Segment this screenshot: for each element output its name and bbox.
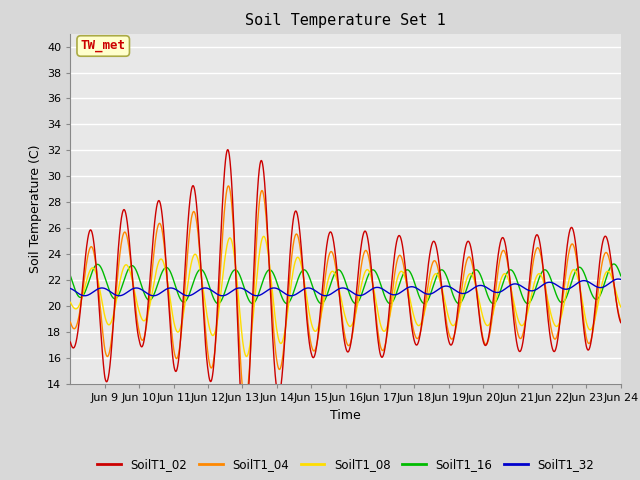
Legend: SoilT1_02, SoilT1_04, SoilT1_08, SoilT1_16, SoilT1_32: SoilT1_02, SoilT1_04, SoilT1_08, SoilT1_… [93,454,598,476]
X-axis label: Time: Time [330,408,361,421]
Title: Soil Temperature Set 1: Soil Temperature Set 1 [245,13,446,28]
Text: TW_met: TW_met [81,39,125,52]
Y-axis label: Soil Temperature (C): Soil Temperature (C) [29,144,42,273]
